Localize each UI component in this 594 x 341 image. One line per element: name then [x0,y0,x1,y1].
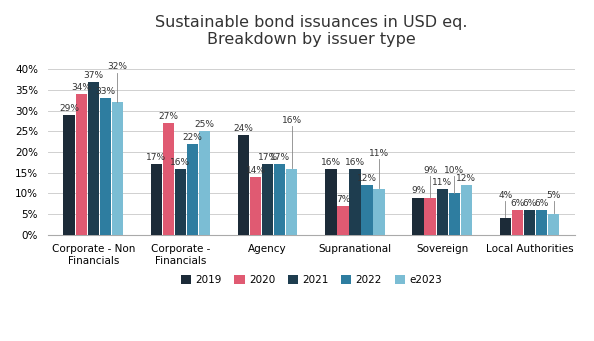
Text: 32%: 32% [108,62,127,71]
Text: 27%: 27% [159,112,178,121]
Bar [163,123,174,235]
Text: 24%: 24% [233,124,254,133]
Bar [286,168,298,235]
Text: 16%: 16% [345,158,365,166]
Text: 29%: 29% [59,104,79,113]
Text: 33%: 33% [95,87,115,96]
Text: 6%: 6% [535,199,549,208]
Bar [64,115,75,235]
Text: 16%: 16% [170,158,191,166]
Text: 12%: 12% [357,174,377,183]
Text: 17%: 17% [258,153,278,162]
Text: 9%: 9% [411,187,425,195]
Bar [250,177,261,235]
Bar [349,168,361,235]
Text: 6%: 6% [510,199,525,208]
Bar [75,94,87,235]
Bar [425,197,436,235]
Legend: 2019, 2020, 2021, 2022, e2023: 2019, 2020, 2021, 2022, e2023 [176,271,446,290]
Bar [274,164,286,235]
Bar [500,218,511,235]
Text: 10%: 10% [444,166,465,175]
Title: Sustainable bond issuances in USD eq.
Breakdown by issuer type: Sustainable bond issuances in USD eq. Br… [155,15,467,47]
Bar [337,206,349,235]
Text: 11%: 11% [432,178,452,187]
Text: 14%: 14% [246,166,266,175]
Bar [151,164,162,235]
Text: 17%: 17% [270,153,290,162]
Bar [187,144,198,235]
Text: 5%: 5% [546,191,561,199]
Bar [87,82,99,235]
Bar [175,168,186,235]
Text: 16%: 16% [321,158,341,166]
Text: 17%: 17% [146,153,166,162]
Bar [548,214,559,235]
Bar [512,210,523,235]
Text: 16%: 16% [282,116,302,125]
Bar [112,102,123,235]
Text: 9%: 9% [423,166,437,175]
Text: 37%: 37% [83,71,103,80]
Bar [325,168,337,235]
Text: 34%: 34% [71,83,91,92]
Bar [238,135,249,235]
Bar [437,189,448,235]
Bar [460,185,472,235]
Text: 11%: 11% [369,149,389,158]
Text: 25%: 25% [195,120,214,129]
Text: 4%: 4% [498,191,513,199]
Bar [448,193,460,235]
Text: 12%: 12% [456,174,476,183]
Text: 7%: 7% [336,195,350,204]
Bar [412,197,424,235]
Bar [199,131,210,235]
Text: 6%: 6% [522,199,536,208]
Bar [262,164,273,235]
Bar [374,189,385,235]
Bar [100,98,111,235]
Bar [361,185,372,235]
Bar [536,210,547,235]
Bar [524,210,535,235]
Text: 22%: 22% [182,133,203,142]
